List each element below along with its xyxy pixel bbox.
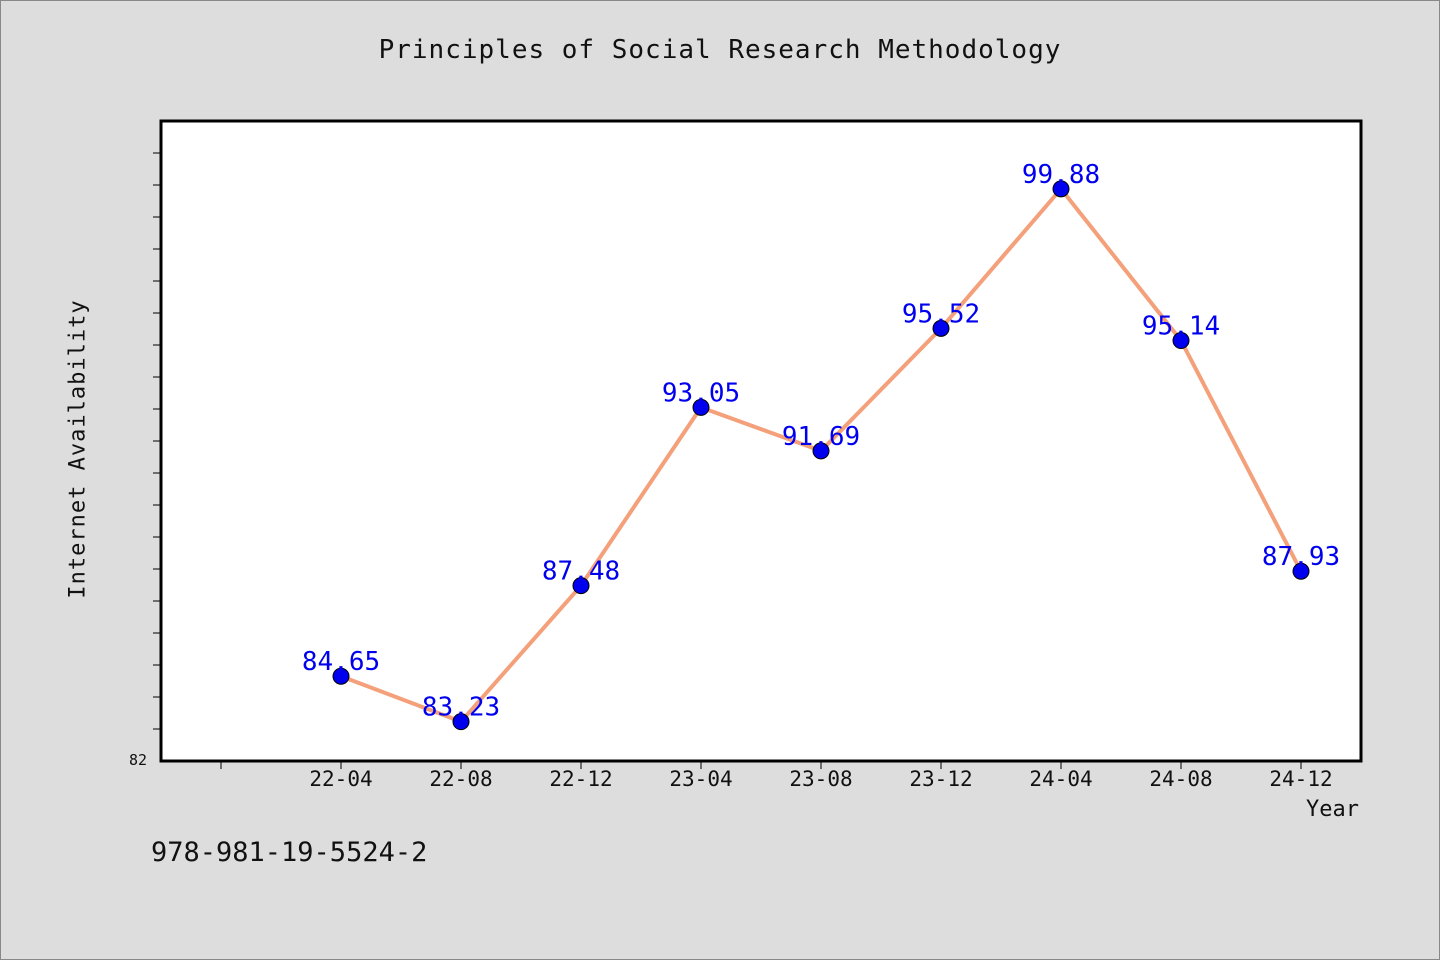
data-point: [812, 442, 830, 460]
x-tick-label: 23-04: [669, 767, 732, 791]
x-tick-label: 24-08: [1149, 767, 1212, 791]
data-point: [332, 667, 350, 685]
data-label: 93.05: [662, 378, 740, 408]
data-label: 95.52: [902, 299, 980, 329]
x-tick-label: 22-04: [309, 767, 372, 791]
data-point: [452, 713, 470, 731]
chart-title: Principles of Social Research Methodolog…: [378, 35, 1062, 65]
data-point: [1172, 332, 1190, 350]
plot-area: [159, 119, 1363, 763]
data-point: [692, 398, 710, 416]
data-label: 95.14: [1142, 312, 1220, 342]
y-axis-min-label: 82: [129, 751, 148, 769]
x-tick-label: 22-12: [549, 767, 612, 791]
isbn-text: 978-981-19-5524-2: [151, 837, 428, 868]
x-tick-label: 24-04: [1029, 767, 1092, 791]
x-tick-label: 23-08: [789, 767, 852, 791]
x-tick-label: 22-08: [429, 767, 492, 791]
data-point: [572, 577, 590, 595]
x-tick-label: 24-12: [1269, 767, 1332, 791]
x-axis-label: Year: [1306, 797, 1359, 822]
x-tick-label: 23-12: [909, 767, 972, 791]
data-point: [1292, 562, 1310, 580]
data-point: [1052, 180, 1070, 198]
data-point: [932, 319, 950, 337]
data-label: 87.93: [1262, 542, 1340, 572]
data-label: 99.88: [1022, 160, 1100, 190]
data-label: 87.48: [542, 557, 620, 587]
data-label: 91.69: [782, 422, 860, 452]
data-label: 83.23: [422, 693, 500, 723]
data-label: 84.65: [302, 647, 380, 677]
